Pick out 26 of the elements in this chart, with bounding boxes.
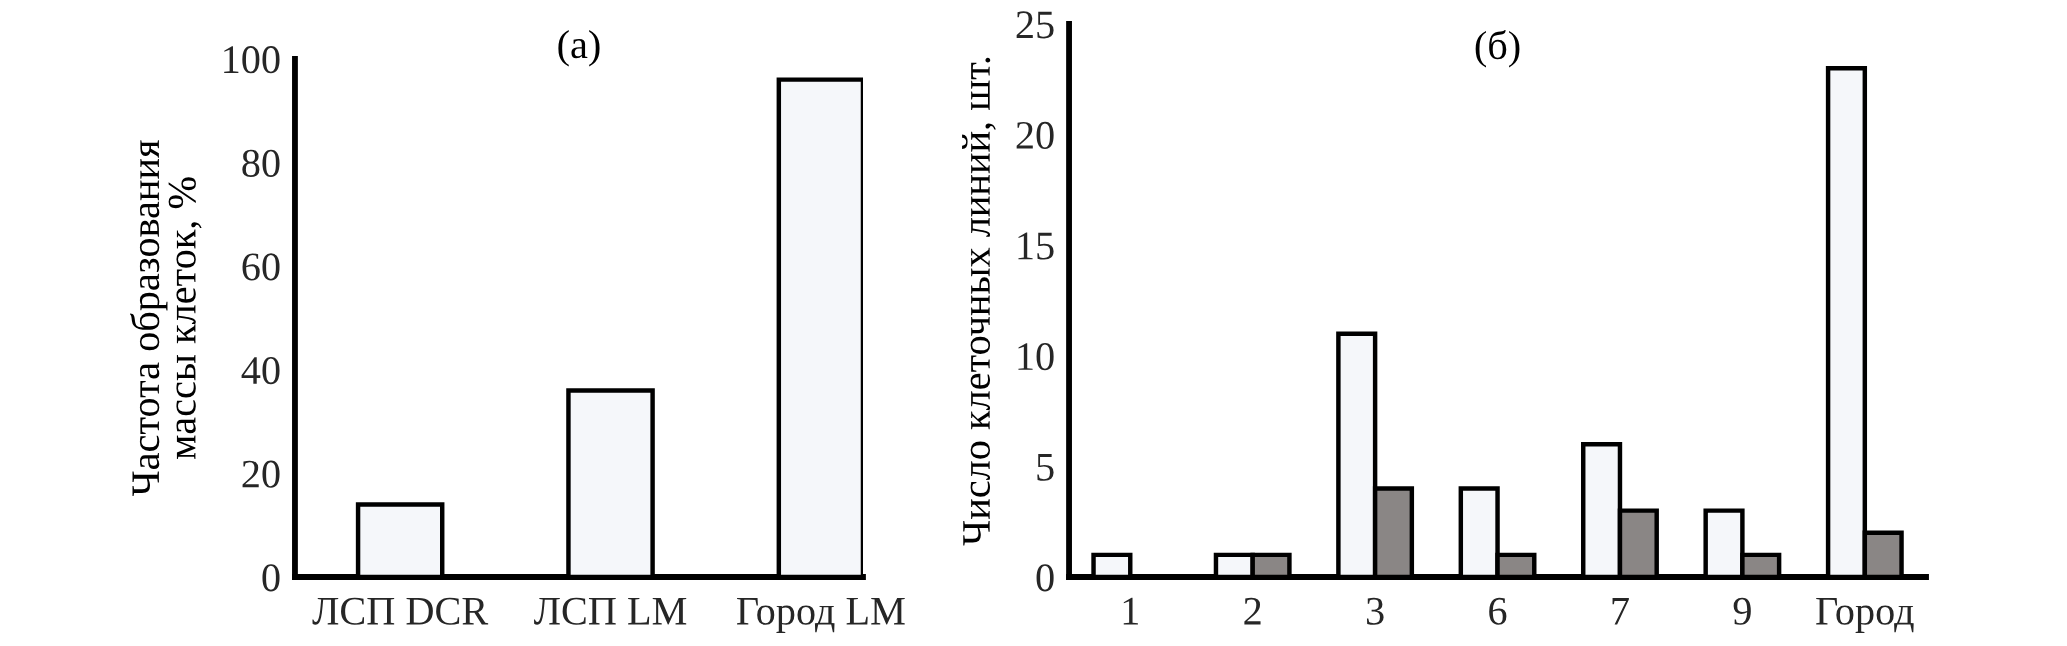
chart-title: (а) [558,30,600,67]
x-tick-label: 6 [1489,597,1507,625]
y-tick-label: 0 [262,564,280,592]
x-tick-label: ЛСП DCR [312,597,489,625]
x-tick-label: 9 [1733,597,1751,625]
y-tick-label: 0 [1036,564,1054,592]
y-tick-label: 100 [224,46,280,74]
x-tick-label: Город LM [737,598,905,633]
y-tick-label: 20 [1016,121,1054,149]
x-tick-label: 2 [1244,597,1261,625]
y-tick-label: 25 [1016,11,1054,39]
y-tick-label: 15 [1018,232,1054,260]
chart-title: (б) [1475,30,1520,68]
x-tick-label: 7 [1612,598,1629,625]
y-axis-title: Частота образования массы клеток, % [130,140,202,497]
y-axis-title: Число клеточных линий, шт. [962,57,996,546]
x-tick-label: 1 [1123,597,1138,625]
y-tick-label: 20 [242,460,280,488]
y-tick-label: 80 [242,149,280,177]
y-tick-label: 60 [242,253,280,281]
y-tick-label: 10 [1018,343,1054,371]
y-tick-label: 5 [1037,454,1054,481]
x-tick-label: Город [1816,598,1914,633]
x-tick-label: 3 [1366,597,1384,625]
y-tick-label: 40 [241,356,280,385]
x-tick-label: ЛСП LM [534,597,687,625]
